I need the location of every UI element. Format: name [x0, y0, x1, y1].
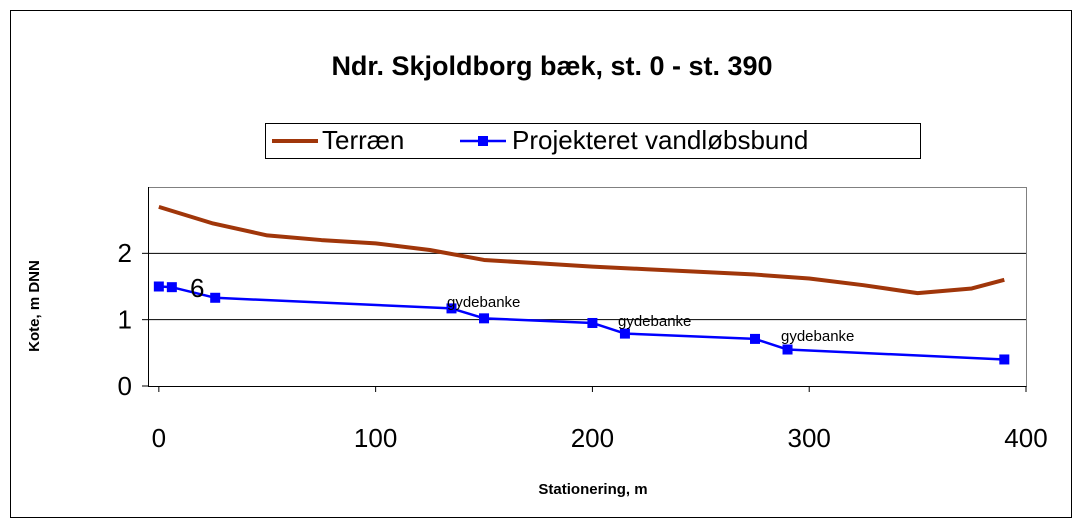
legend [265, 123, 921, 159]
marker [587, 317, 598, 328]
plot-area [148, 187, 1027, 387]
annotation: gydebanke [618, 313, 691, 330]
legend-label: Terræn [322, 125, 404, 155]
legend-marker [478, 136, 488, 146]
y-tick-label: 1 [118, 305, 132, 335]
marker [153, 281, 164, 292]
x-tick-label: 400 [1004, 423, 1047, 453]
marker [210, 292, 221, 303]
y-axis-label: Kote, m DNN [26, 260, 43, 352]
annotation: 6 [190, 273, 204, 303]
x-tick-label: 0 [152, 423, 166, 453]
x-tick-label: 200 [571, 423, 614, 453]
x-tick-label: 300 [788, 423, 831, 453]
marker [479, 313, 490, 324]
series-line [158, 285, 1005, 361]
marker [782, 344, 793, 355]
y-tick-label: 2 [118, 238, 132, 268]
annotation: gydebanke [781, 328, 854, 345]
x-axis-label: Stationering, m [538, 481, 647, 498]
marker [619, 328, 630, 339]
x-tick-label: 100 [354, 423, 397, 453]
series-line [158, 204, 1005, 296]
chart-title: Ndr. Skjoldborg bæk, st. 0 - st. 390 [331, 51, 772, 81]
y-tick-label: 0 [118, 371, 132, 401]
marker [166, 282, 177, 293]
marker [999, 354, 1010, 365]
marker [750, 333, 761, 344]
legend-label: Projekteret vandløbsbund [512, 125, 808, 155]
annotation: gydebanke [447, 294, 520, 311]
marker [446, 303, 457, 314]
